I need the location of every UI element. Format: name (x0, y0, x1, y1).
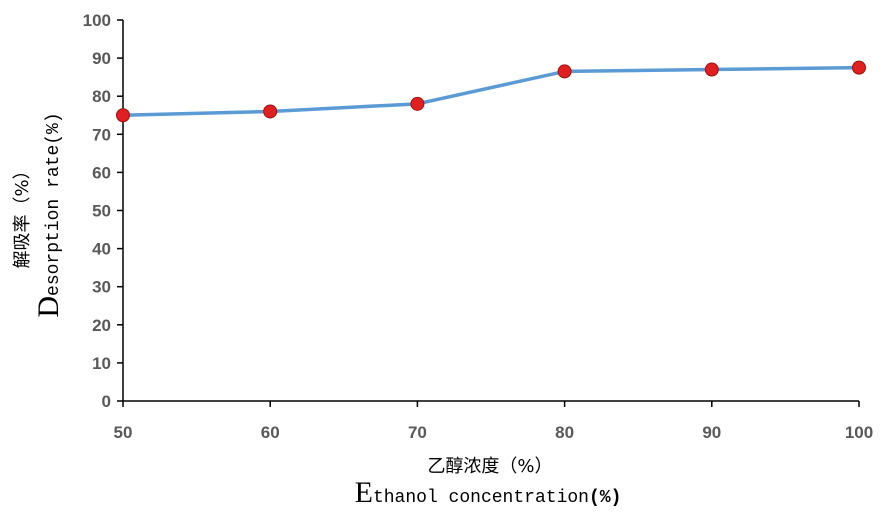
x-axis-label-initial: E (355, 476, 373, 509)
x-tick-label: 80 (555, 423, 574, 442)
x-axis-label-cn: 乙醇浓度（%） (427, 456, 552, 477)
data-point (852, 60, 866, 75)
y-tick-label: 0 (102, 392, 111, 411)
x-axis-label-rest: thanol concentration (373, 488, 589, 508)
data-point (704, 62, 719, 77)
y-axis-label-en: Desorption rate(%) (32, 112, 65, 317)
data-point (263, 104, 278, 119)
y-axis-label-rest: esorption rate(%) (44, 112, 64, 296)
y-axis-label-initial: D (32, 296, 65, 318)
x-tick-label: 90 (702, 423, 721, 442)
y-tick-label: 60 (92, 163, 111, 182)
y-tick-label: 100 (83, 11, 111, 30)
x-tick-label: 60 (261, 423, 280, 442)
y-tick-label: 40 (92, 240, 111, 259)
y-tick-label: 30 (92, 278, 111, 297)
y-tick-label: 20 (92, 316, 111, 335)
data-point (116, 108, 130, 123)
x-tick-label: 70 (408, 423, 427, 442)
x-axis-label-unit: (%) (589, 488, 621, 508)
x-tick-label: 100 (845, 423, 873, 442)
series-line (122, 65, 860, 117)
y-tick-label: 50 (92, 202, 111, 221)
y-tick-label: 10 (92, 354, 111, 373)
x-ticks: 50 60 70 80 90 100 (114, 401, 873, 442)
y-tick-label: 70 (92, 125, 111, 144)
y-ticks: 0 10 20 30 40 50 60 70 80 90 100 (83, 11, 123, 411)
data-point (410, 96, 425, 111)
x-axis-label-en: Ethanol concentration(%) (355, 476, 622, 509)
axes (122, 20, 859, 402)
data-point (557, 64, 572, 79)
y-axis-label-cn: 解吸率（%） (12, 161, 33, 268)
x-tick-label: 50 (114, 423, 133, 442)
data-series (116, 60, 866, 123)
y-tick-label: 80 (92, 87, 111, 106)
y-tick-label: 90 (92, 49, 111, 68)
